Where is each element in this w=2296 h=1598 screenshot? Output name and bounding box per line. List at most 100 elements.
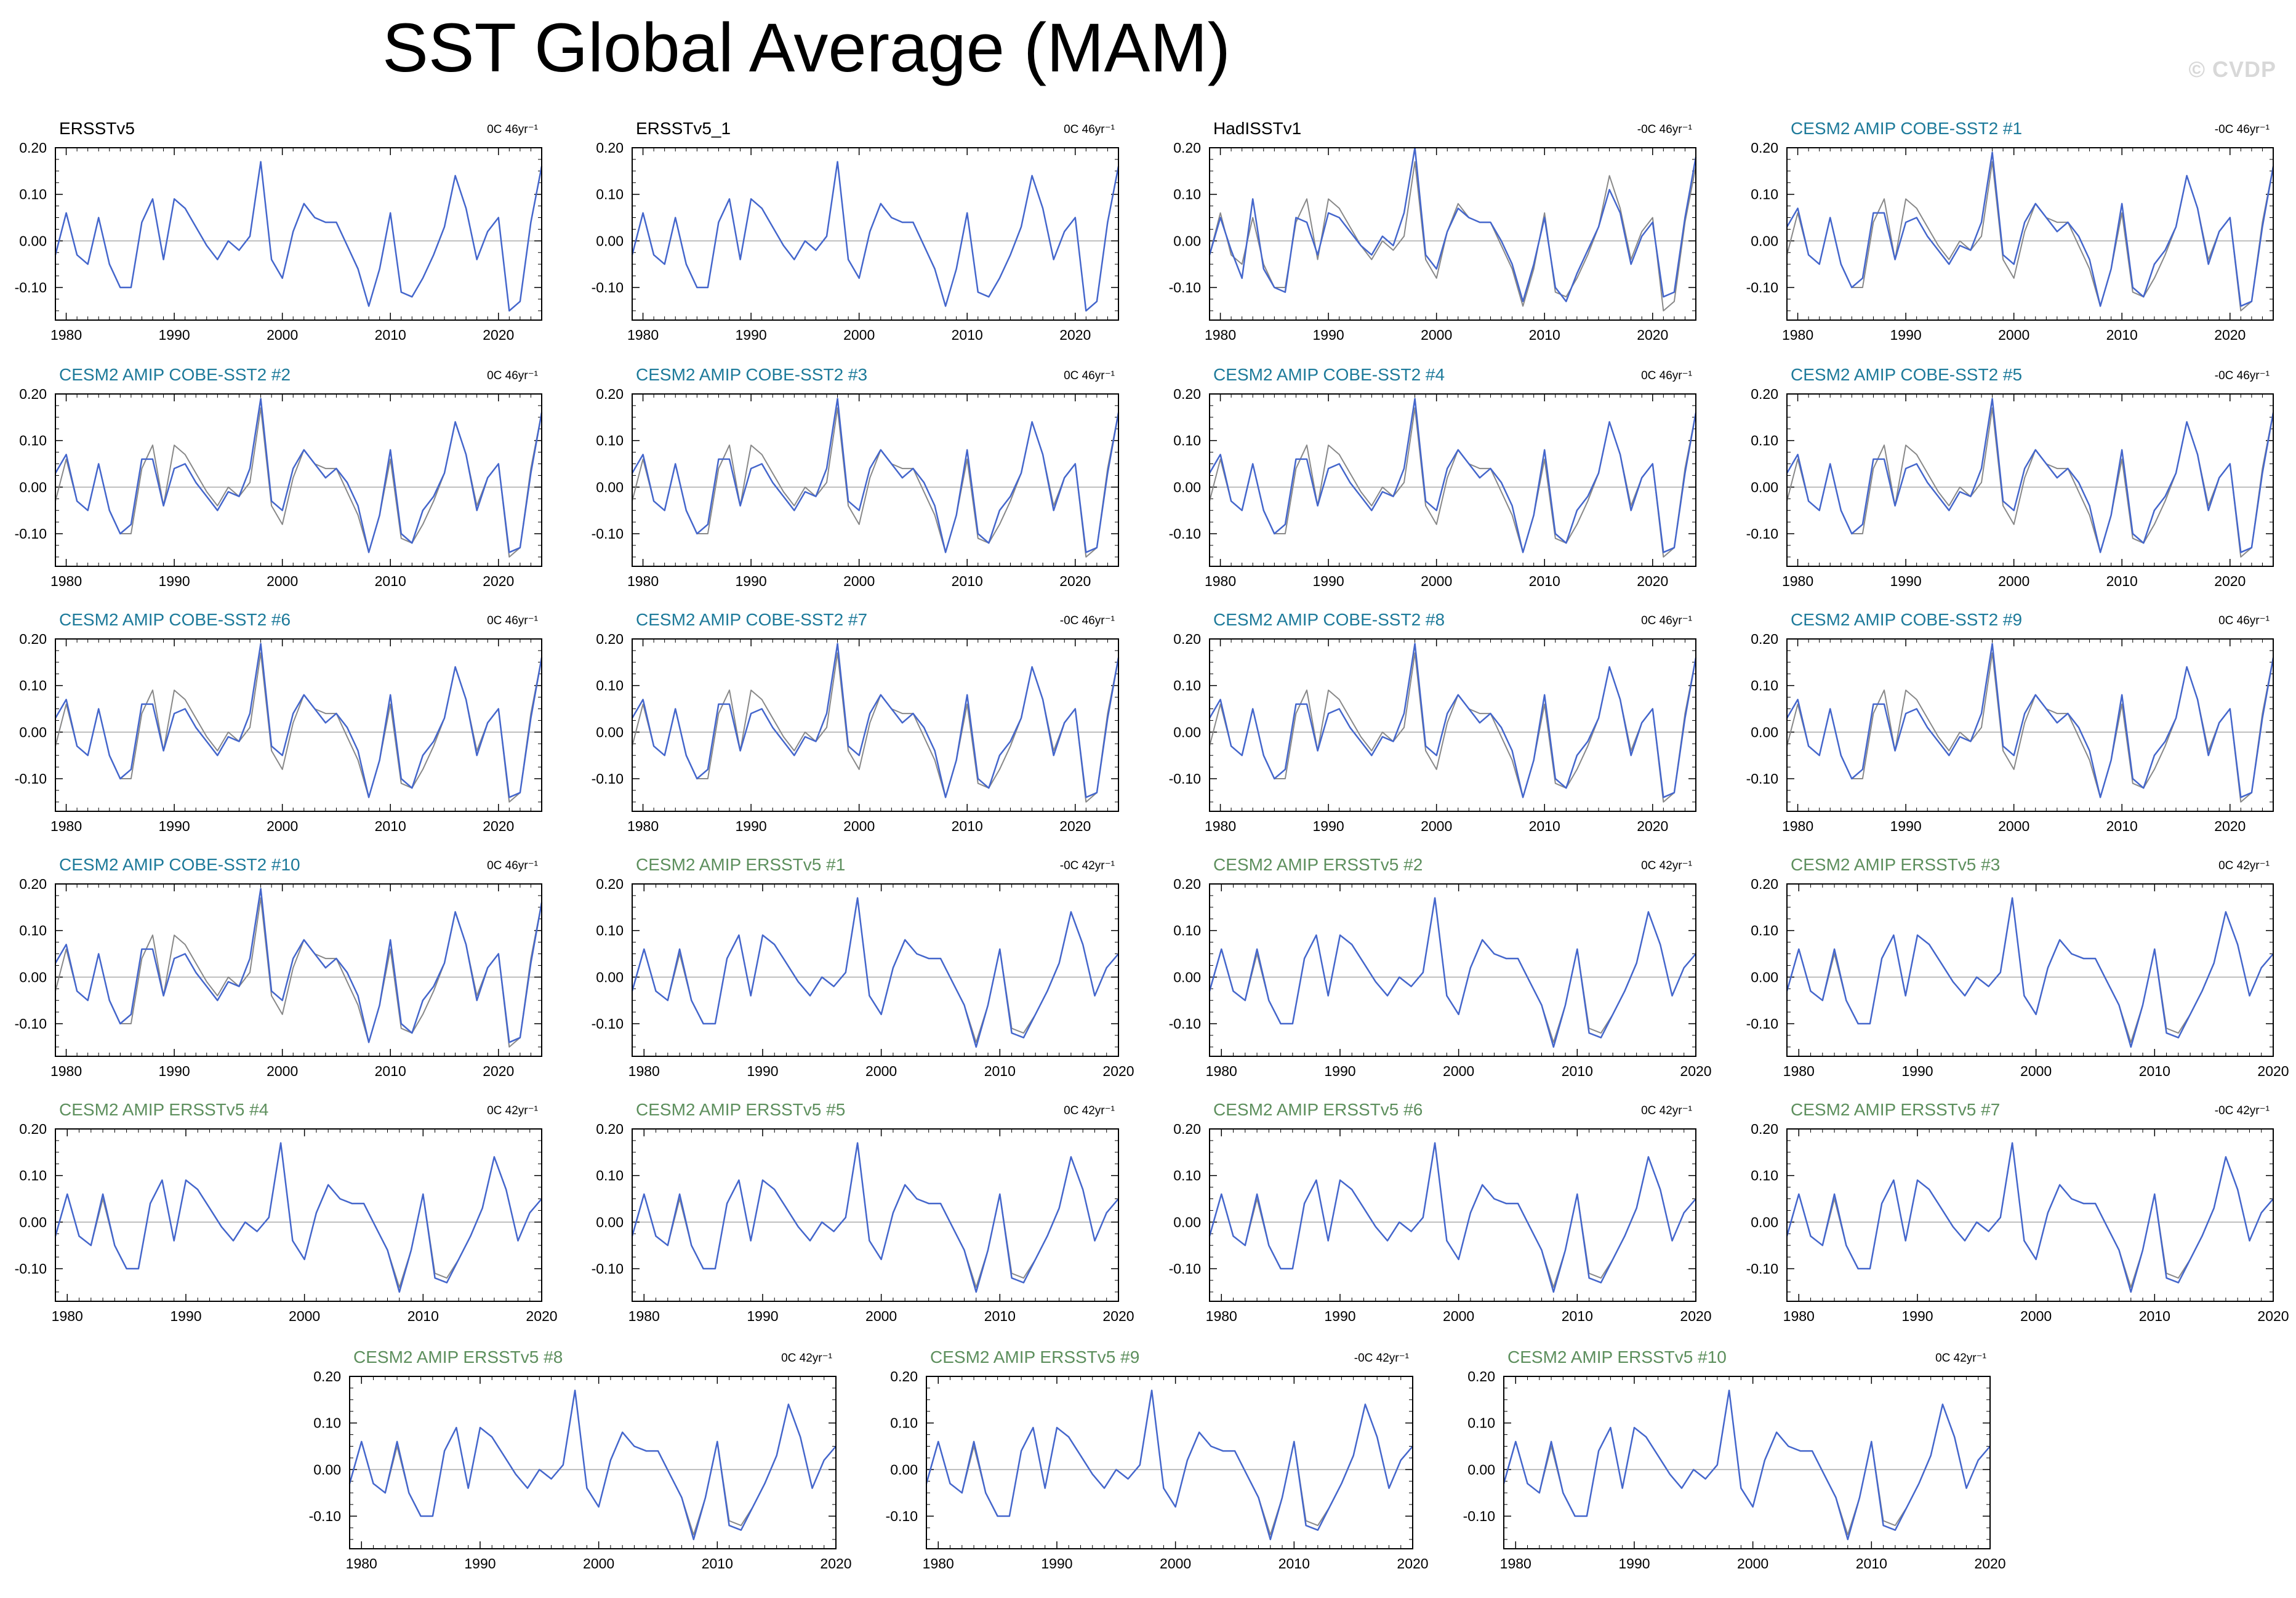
trend-label: -0C 46yr⁻¹ bbox=[1637, 123, 1692, 136]
y-tick-label: 0.20 bbox=[1751, 631, 1778, 647]
trend-label: 0C 42yr⁻¹ bbox=[1641, 859, 1692, 872]
panel-frame bbox=[55, 638, 542, 812]
x-tick-label: 2000 bbox=[289, 1308, 320, 1324]
x-tick-label: 1990 bbox=[1901, 1308, 1933, 1324]
panel-frame bbox=[55, 393, 542, 567]
panel-title: ERSSTv5_1 bbox=[636, 119, 731, 138]
x-tick-label: 2020 bbox=[2214, 327, 2246, 343]
panel: -0.10 0.00 0.10 0.20 1980 1990 2000 2010 2020 CES… bbox=[15, 1100, 558, 1324]
x-tick-label: 1990 bbox=[170, 1308, 201, 1324]
trend-label: 0C 42yr⁻¹ bbox=[2218, 859, 2270, 872]
y-tick-label: 0.10 bbox=[19, 187, 47, 203]
y-tick-label: 0.20 bbox=[596, 140, 624, 156]
panel-title: CESM2 AMIP ERSSTv5 #8 bbox=[353, 1347, 563, 1367]
y-tick-label: 0.20 bbox=[313, 1368, 341, 1384]
y-tick-label: -0.10 bbox=[1463, 1508, 1495, 1524]
x-tick-label: 2020 bbox=[2214, 573, 2246, 589]
y-tick-label: 0.20 bbox=[19, 876, 47, 892]
y-tick-label: 0.20 bbox=[19, 1121, 47, 1137]
x-tick-label: 2010 bbox=[2106, 327, 2138, 343]
series-line-reference bbox=[349, 1389, 837, 1536]
x-tick-label: 2010 bbox=[1562, 1063, 1593, 1079]
y-tick-label: 0.00 bbox=[1173, 479, 1201, 495]
x-tick-label: 2000 bbox=[1421, 327, 1452, 343]
series-line-model bbox=[1208, 398, 1697, 553]
panel-frame bbox=[1786, 393, 2274, 567]
y-tick-label: 0.00 bbox=[19, 969, 47, 985]
x-tick-label: 2020 bbox=[483, 327, 514, 343]
y-tick-label: 0.00 bbox=[19, 479, 47, 495]
y-tick-label: 0.10 bbox=[596, 678, 624, 694]
x-tick-label: 2000 bbox=[2020, 1063, 2052, 1079]
y-tick-label: 0.20 bbox=[1173, 1121, 1201, 1137]
x-tick-label: 1990 bbox=[1324, 1308, 1355, 1324]
panel: -0.10 0.00 0.10 0.20 1980 1990 2000 2010 2020 CES… bbox=[15, 855, 543, 1079]
y-tick-label: 0.00 bbox=[890, 1461, 918, 1477]
panel-frame bbox=[55, 147, 542, 321]
panel: -0.10 0.00 0.10 0.20 1980 1990 2000 2010 2020 CES… bbox=[1169, 855, 1712, 1079]
trend-label: 0C 42yr⁻¹ bbox=[781, 1352, 832, 1365]
y-tick-label: 0.00 bbox=[1751, 1214, 1778, 1230]
y-tick-label: 0.10 bbox=[1173, 678, 1201, 694]
y-tick-label: -0.10 bbox=[309, 1508, 341, 1524]
x-tick-label: 1980 bbox=[1783, 1063, 1815, 1079]
series-line-observation bbox=[54, 161, 543, 312]
panel-title: ERSSTv5 bbox=[59, 119, 135, 138]
x-tick-label: 1990 bbox=[736, 327, 767, 343]
x-tick-label: 2000 bbox=[1998, 573, 2029, 589]
x-tick-label: 2000 bbox=[843, 327, 875, 343]
series-line-reference bbox=[1503, 1389, 1991, 1536]
x-tick-label: 1980 bbox=[1783, 1308, 1815, 1324]
y-tick-label: 0.20 bbox=[1751, 1121, 1778, 1137]
panel-title: CESM2 AMIP COBE-SST2 #6 bbox=[59, 610, 291, 629]
x-tick-label: 2020 bbox=[2214, 818, 2246, 834]
panel-frame bbox=[632, 1128, 1119, 1302]
y-tick-label: 0.10 bbox=[890, 1415, 918, 1431]
trend-label: 0C 46yr⁻¹ bbox=[1064, 369, 1115, 382]
x-tick-label: 2010 bbox=[407, 1308, 439, 1324]
x-tick-label: 2010 bbox=[952, 327, 983, 343]
trend-label: -0C 46yr⁻¹ bbox=[2215, 369, 2270, 382]
panel-title: CESM2 AMIP ERSSTv5 #3 bbox=[1791, 855, 2000, 874]
x-tick-label: 2010 bbox=[984, 1063, 1016, 1079]
panel-title: CESM2 AMIP COBE-SST2 #4 bbox=[1213, 365, 1445, 384]
series-line-model bbox=[54, 888, 543, 1043]
y-tick-label: 0.00 bbox=[19, 233, 47, 249]
trend-label: -0C 42yr⁻¹ bbox=[1354, 1352, 1409, 1365]
x-tick-label: 2010 bbox=[1562, 1308, 1593, 1324]
series-line-model bbox=[1503, 1389, 1991, 1541]
x-tick-label: 2010 bbox=[375, 327, 406, 343]
y-tick-label: 0.20 bbox=[1751, 140, 1778, 156]
x-tick-label: 2020 bbox=[1680, 1308, 1711, 1324]
y-tick-label: -0.10 bbox=[15, 771, 47, 787]
x-tick-label: 2000 bbox=[1421, 573, 1452, 589]
y-tick-label: -0.10 bbox=[592, 526, 624, 542]
x-tick-label: 1980 bbox=[1205, 573, 1236, 589]
panel-title: CESM2 AMIP COBE-SST2 #7 bbox=[636, 610, 867, 629]
panel: -0.10 0.00 0.10 0.20 1980 1990 2000 2010 2020 Had… bbox=[1169, 119, 1697, 343]
y-tick-label: 0.00 bbox=[1173, 969, 1201, 985]
panel-frame bbox=[1209, 883, 1696, 1057]
y-tick-label: 0.20 bbox=[596, 631, 624, 647]
x-tick-label: 1980 bbox=[1206, 1308, 1237, 1324]
trend-label: 0C 42yr⁻¹ bbox=[1064, 1104, 1115, 1117]
y-tick-label: -0.10 bbox=[1746, 1016, 1778, 1032]
x-tick-label: 1990 bbox=[747, 1063, 778, 1079]
x-tick-label: 2010 bbox=[2106, 573, 2138, 589]
panel: -0.10 0.00 0.10 0.20 1980 1990 2000 2010 2020 CES… bbox=[1463, 1347, 2006, 1572]
series-line-model bbox=[1786, 151, 2274, 307]
series-line-observation bbox=[631, 161, 1120, 312]
panel-title: CESM2 AMIP COBE-SST2 #8 bbox=[1213, 610, 1445, 629]
x-tick-label: 2020 bbox=[1974, 1556, 2005, 1572]
y-tick-label: 0.20 bbox=[1173, 140, 1201, 156]
y-tick-label: 0.10 bbox=[19, 433, 47, 449]
y-tick-label: 0.10 bbox=[19, 1168, 47, 1184]
panel: -0.10 0.00 0.10 0.20 1980 1990 2000 2010 2020 CES… bbox=[1169, 610, 1697, 834]
y-tick-label: 0.10 bbox=[1173, 923, 1201, 939]
trend-label: 0C 46yr⁻¹ bbox=[487, 859, 538, 872]
x-tick-label: 1980 bbox=[628, 1308, 660, 1324]
panel: -0.10 0.00 0.10 0.20 1980 1990 2000 2010 2020 CES… bbox=[592, 365, 1120, 589]
x-tick-label: 2010 bbox=[1278, 1556, 1310, 1572]
panel-title: CESM2 AMIP ERSSTv5 #4 bbox=[59, 1100, 268, 1119]
y-tick-label: 0.10 bbox=[19, 678, 47, 694]
